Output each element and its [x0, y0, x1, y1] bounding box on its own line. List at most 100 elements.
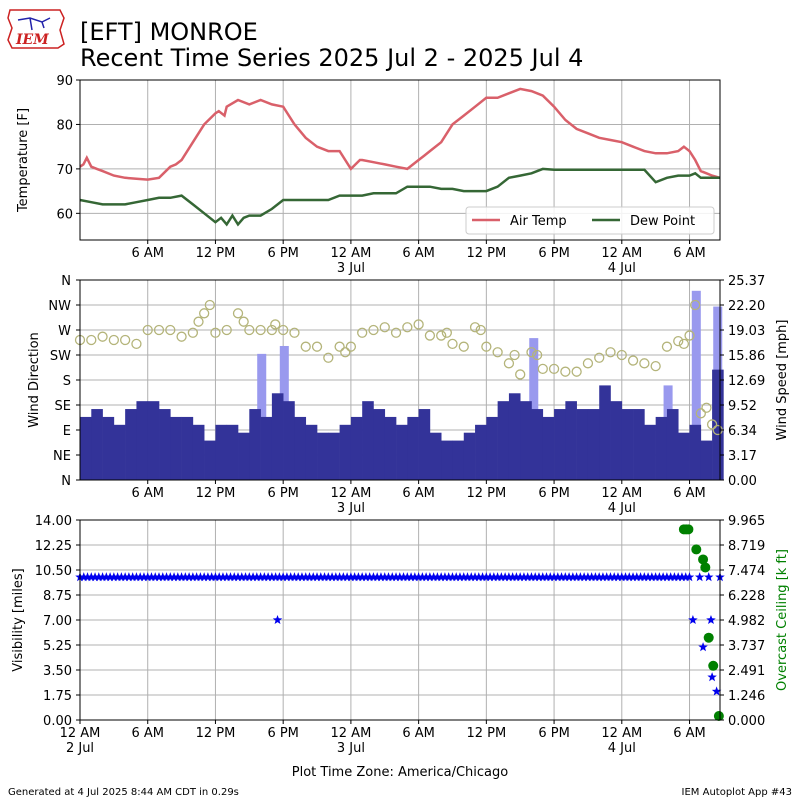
wind-direction-point [357, 327, 368, 338]
y2-tick-label: 9.52 [728, 399, 757, 414]
visibility-point [553, 572, 563, 582]
x-tick-label: 6 AM [673, 246, 706, 261]
y-tick-label: 0.00 [43, 714, 72, 729]
visibility-point [662, 572, 672, 582]
visibility-point [470, 572, 480, 582]
wind-speed-bar [373, 409, 386, 480]
visibility-point [421, 572, 431, 582]
visibility-point [120, 572, 130, 582]
wind-direction-point [97, 331, 108, 342]
wind-direction-point [537, 363, 548, 375]
x-tick-label: 6 PM [267, 486, 298, 501]
visibility-point [376, 572, 386, 582]
visibility-point [263, 572, 273, 582]
wind-speed-bar [113, 424, 126, 480]
visibility-point [387, 572, 398, 582]
visibility-point [146, 572, 157, 582]
visibility-point [244, 572, 255, 582]
visibility-point [507, 572, 518, 582]
visibility-point [282, 572, 292, 582]
visibility-point [300, 572, 311, 582]
wind-direction-point [548, 363, 560, 375]
visibility-point [210, 572, 221, 582]
x-tick-label: 12 AM [601, 486, 642, 501]
visibility-point [79, 572, 89, 582]
visibility-point [82, 572, 93, 582]
visibility-point [308, 572, 319, 582]
wind-speed-bar [271, 393, 284, 480]
wind-direction-point [119, 334, 131, 346]
station-network-icon [17, 17, 51, 31]
legend-label-dew-point: Dew Point [630, 214, 695, 229]
wind-direction-point [300, 341, 311, 352]
wind-speed-bar [294, 416, 307, 480]
wind-speed-bar [204, 440, 216, 480]
visibility-point [278, 572, 288, 582]
visibility-point [665, 572, 676, 582]
wind-speed-bar [407, 416, 419, 480]
iem-logo: IEM [7, 9, 65, 49]
visibility-point [240, 572, 251, 582]
wind-direction-point [131, 338, 142, 350]
visibility-point [218, 572, 228, 582]
visibility-point [233, 572, 243, 582]
y2-tick-label: 6.228 [728, 589, 765, 604]
visibility-point [428, 572, 439, 582]
wind-speed-bar [633, 409, 645, 480]
wind-speed-bar [712, 369, 724, 480]
wind-direction-point [706, 419, 718, 430]
wind-speed-bar [486, 416, 498, 480]
visibility-point [285, 572, 296, 582]
visibility-point [436, 572, 446, 582]
wind-direction-point [436, 330, 447, 341]
wind-direction-point [673, 335, 684, 347]
x-tick-label: 12 PM [466, 246, 506, 261]
visibility-point [312, 572, 322, 582]
x-tick-label: 6 AM [402, 486, 435, 501]
visibility-point [272, 615, 283, 625]
visibility-point [293, 572, 303, 582]
visibility-point [109, 572, 119, 582]
wind-direction-point [469, 322, 481, 333]
visibility-point [395, 572, 405, 582]
visibility-point [522, 572, 533, 582]
x-tick-label: 6 PM [267, 726, 298, 741]
visibility-point [575, 572, 586, 582]
visibility-point [90, 572, 100, 582]
visibility-point [417, 572, 428, 582]
wind-direction-point [199, 308, 210, 319]
wind-speed-bar [418, 409, 431, 480]
wind-speed-bar [170, 416, 182, 480]
visibility-point [706, 615, 716, 625]
wind-direction-point [379, 322, 390, 333]
wind-direction-point [695, 408, 706, 419]
visibility-point [135, 572, 145, 582]
visibility-point [632, 572, 642, 582]
visibility-point [255, 572, 266, 582]
wind-direction-point [509, 349, 520, 361]
wind-speed-bar [689, 424, 702, 480]
ceiling-point [700, 562, 711, 573]
visibility-point [270, 572, 281, 582]
y2-tick-label: 1.246 [728, 689, 765, 704]
visibility-point [131, 572, 142, 582]
wind-direction-point [503, 358, 515, 369]
visibility-point [594, 572, 604, 582]
wind-direction-point [266, 324, 278, 336]
visibility-point [711, 686, 722, 696]
visibility-point [541, 572, 552, 582]
wind-direction-point [441, 327, 452, 338]
visibility-point [259, 572, 270, 582]
wind-direction-point [289, 327, 300, 338]
wind-direction-point [531, 349, 543, 361]
visibility-point [158, 572, 168, 582]
visibility-point [605, 572, 616, 582]
x-tick-label: 12 AM [331, 726, 372, 741]
visibility-point [346, 572, 356, 582]
ceiling-point [713, 710, 724, 721]
wind-speed-bar [396, 424, 408, 480]
wind-speed-bar [226, 424, 239, 480]
y-tick-label: 90 [56, 74, 73, 89]
x-tick-label: 6 PM [267, 246, 298, 261]
